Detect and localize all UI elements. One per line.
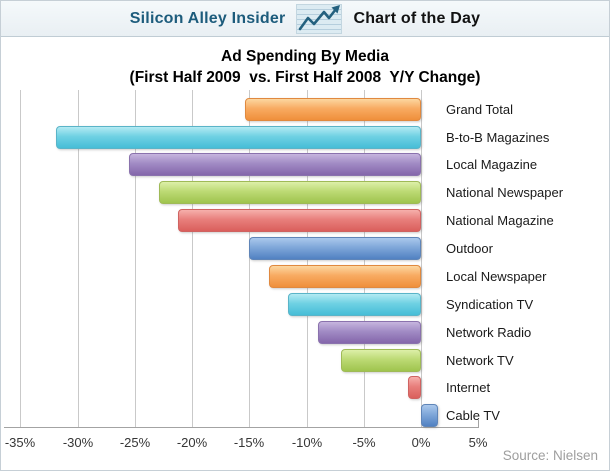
header: Silicon Alley Insider Chart of the Day	[1, 1, 609, 37]
category-label: Syndication TV	[446, 297, 534, 312]
x-tick-label: -25%	[119, 435, 151, 450]
gridline	[20, 90, 21, 427]
category-label: National Magazine	[446, 213, 554, 228]
header-title: Chart of the Day	[353, 9, 481, 27]
gridline	[421, 90, 422, 427]
x-axis-line	[4, 427, 479, 428]
bar-network-radio	[318, 321, 421, 344]
bar-syndication-tv	[288, 293, 421, 316]
bar-national-newspaper	[159, 181, 421, 204]
trend-chart-icon	[296, 3, 343, 34]
x-tick-label: -5%	[352, 435, 376, 450]
category-label: Cable TV	[446, 408, 500, 423]
x-tick-label: -10%	[291, 435, 323, 450]
category-label: Local Magazine	[446, 157, 538, 172]
x-tick-label: 5%	[468, 435, 488, 450]
chart-title-line2: (First Half 2009 vs. First Half 2008 Y/Y…	[129, 69, 481, 86]
gridline	[135, 90, 136, 427]
bar-national-magazine	[178, 209, 421, 232]
category-label: Local Newspaper	[446, 269, 547, 284]
x-tick-label: -35%	[4, 435, 36, 450]
x-tick-label: -15%	[233, 435, 265, 450]
bar-grand-total	[245, 98, 421, 121]
bar-b-to-b-magazines	[56, 126, 421, 149]
category-label: Outdoor	[446, 241, 493, 256]
bar-local-magazine	[129, 153, 421, 176]
chart-title-line1: Ad Spending By Media	[221, 48, 389, 65]
gridline	[78, 90, 79, 427]
bar-internet	[408, 376, 421, 399]
bar-cable-tv	[421, 404, 438, 427]
bar-outdoor	[249, 237, 421, 260]
chart-title-block: Ad Spending By Media (First Half 2009 vs…	[1, 37, 609, 88]
category-label: Network TV	[446, 353, 514, 368]
x-tick-label: -20%	[176, 435, 208, 450]
x-tick-label: -30%	[62, 435, 94, 450]
bar-network-tv	[341, 349, 421, 372]
source-credit: Source: Nielsen	[502, 448, 598, 463]
axis-tick	[478, 420, 479, 427]
brand-title: Silicon Alley Insider	[129, 9, 286, 27]
gridline	[192, 90, 193, 427]
category-label: Grand Total	[446, 102, 513, 117]
category-label: B-to-B Magazines	[446, 130, 550, 145]
bar-local-newspaper	[269, 265, 421, 288]
category-label: Internet	[446, 380, 491, 395]
category-label: Network Radio	[446, 325, 532, 340]
category-label: National Newspaper	[446, 185, 564, 200]
x-tick-label: 0%	[411, 435, 431, 450]
